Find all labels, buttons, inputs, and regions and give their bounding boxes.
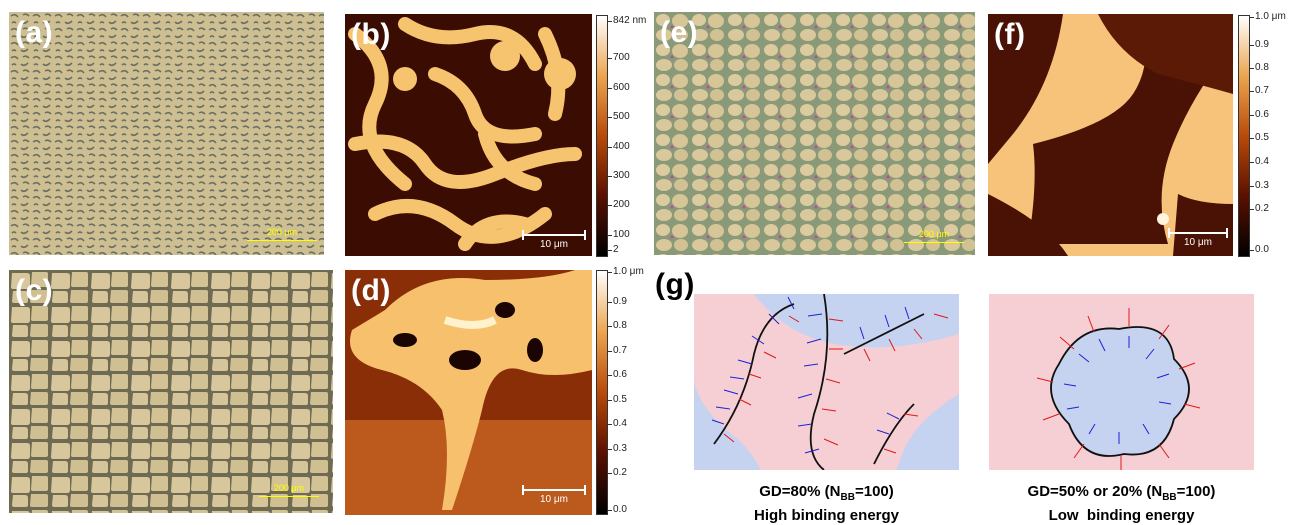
colorbar-f-tick: 0.9: [1250, 39, 1269, 50]
caption-high-binding-part: GD=80% (N: [759, 483, 841, 500]
panel-label-e: (e): [660, 16, 699, 49]
colorbar-b-tick: 400: [608, 141, 630, 152]
colorbar-b-tick: 700: [608, 52, 630, 63]
scale-bar-c: 200 μm: [259, 483, 319, 497]
scale-bar-e-label: 200 μm: [918, 229, 950, 239]
caption-high-binding: GD=80% (NBB=100) High binding energy: [694, 483, 959, 525]
colorbar-d-tick: 0.0: [608, 504, 627, 515]
caption-low-binding-line2: Low binding energy: [1048, 507, 1195, 524]
colorbar-b-tick: 100: [608, 229, 630, 240]
schematic-high-binding: [694, 294, 959, 470]
scale-bar-a: 200 μm: [247, 227, 317, 241]
colorbar-b-tick: 2: [608, 244, 619, 255]
colorbar-f-tick: 0.2: [1250, 203, 1269, 214]
panel-label-b: (b): [351, 18, 391, 51]
optical-micrograph-a: [9, 12, 324, 255]
caption-low-binding: GD=50% or 20% (NBB=100) Low binding ener…: [989, 483, 1254, 525]
scale-bar-c-label: 200 μm: [273, 483, 305, 493]
colorbar-d-tick: 0.5: [608, 394, 627, 405]
panel-c-optical-image: (c) 200 μm: [9, 270, 333, 513]
panel-label-a: (a): [15, 16, 54, 49]
scale-bar-d: 10 μm: [522, 485, 586, 507]
caption-low-binding-sub: BB: [1162, 492, 1177, 503]
scale-bar-e: 200 μm: [904, 229, 964, 243]
afm-height-map-f: [988, 14, 1233, 256]
caption-low-binding-line1: GD=50% or 20% (NBB=100): [989, 483, 1254, 507]
panel-b-afm-image: (b) 10 μm: [345, 14, 592, 256]
caption-high-binding-line2: High binding energy: [754, 507, 899, 524]
afm-height-map-b: [345, 14, 592, 256]
colorbar-f: [1238, 15, 1250, 257]
scale-bar-a-label: 200 μm: [266, 227, 298, 237]
caption-low-binding-part2: =100): [1176, 483, 1216, 500]
scale-bar-f: 10 μm: [1168, 228, 1228, 250]
colorbar-d-tick: 0.2: [608, 467, 627, 478]
colorbar-b-tick: 600: [608, 82, 630, 93]
caption-low-binding-part: GD=50% or 20% (N: [1027, 483, 1163, 500]
optical-micrograph-e: [654, 12, 975, 255]
colorbar-f-tick: 0.4: [1250, 156, 1269, 167]
panel-d-afm-image: (d) 10 μm: [345, 270, 592, 515]
colorbar-f-tick: 0.0: [1250, 244, 1269, 255]
panel-f-afm-image: (f) 10 μm: [988, 14, 1233, 256]
colorbar-d-tick: 0.8: [608, 320, 627, 331]
colorbar-b-tick: 200: [608, 199, 630, 210]
panel-label-c: (c): [15, 274, 54, 307]
panel-e-optical-image: (e) 200 μm: [654, 12, 975, 255]
colorbar-b-tick: 842 nm: [607, 15, 647, 26]
caption-high-binding-line1: GD=80% (NBB=100): [694, 483, 959, 507]
colorbar-b-tick: 500: [608, 111, 630, 122]
caption-high-binding-sub: BB: [840, 492, 855, 503]
colorbar-f-tick: 0.3: [1250, 180, 1269, 191]
colorbar-f-tick: 0.5: [1250, 132, 1269, 143]
scale-bar-b: 10 μm: [522, 230, 586, 252]
colorbar-d-tick: 0.6: [608, 369, 627, 380]
panel-label-d: (d): [351, 274, 391, 307]
colorbar-d: [596, 270, 608, 515]
colorbar-f-tick: 1.0 μm: [1250, 11, 1286, 22]
colorbar-d-tick: 1.0 μm: [608, 266, 644, 277]
panel-label-g: (g): [655, 268, 695, 301]
scale-bar-b-label: 10 μm: [540, 239, 568, 250]
caption-high-binding-part2: =100): [854, 483, 894, 500]
colorbar-b-tick: 300: [608, 170, 630, 181]
schematic-low-binding: [989, 294, 1254, 470]
panel-a-optical-image: (a) 200 μm: [9, 12, 324, 255]
optical-micrograph-c: [9, 270, 333, 513]
scale-bar-f-label: 10 μm: [1184, 237, 1212, 248]
afm-height-map-d: [345, 270, 592, 515]
colorbar-f-tick: 0.6: [1250, 109, 1269, 120]
panel-label-f: (f): [994, 18, 1026, 51]
colorbar-f-tick: 0.8: [1250, 62, 1269, 73]
colorbar-d-tick: 0.3: [608, 443, 627, 454]
colorbar-d-tick: 0.7: [608, 345, 627, 356]
colorbar-b: [596, 15, 608, 257]
colorbar-f-tick: 0.7: [1250, 85, 1269, 96]
colorbar-d-tick: 0.9: [608, 296, 627, 307]
colorbar-d-tick: 0.4: [608, 418, 627, 429]
scale-bar-d-label: 10 μm: [540, 494, 568, 505]
